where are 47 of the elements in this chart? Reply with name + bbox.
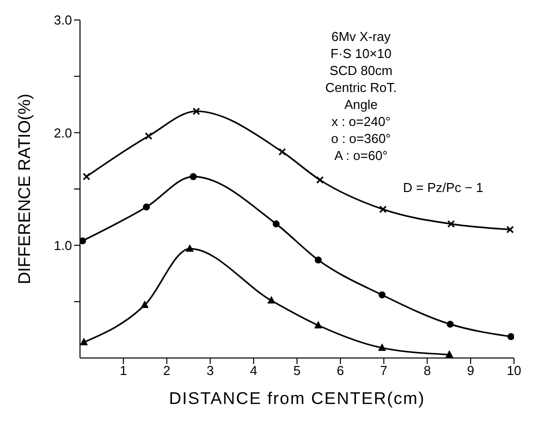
point bbox=[144, 132, 152, 140]
y-axis-title: DIFFERENCE RATIO(%) bbox=[15, 94, 34, 284]
point bbox=[267, 296, 276, 304]
point bbox=[507, 333, 514, 340]
x-tick-label: 10 bbox=[506, 363, 522, 378]
point bbox=[192, 107, 200, 116]
point bbox=[272, 220, 280, 228]
point bbox=[314, 320, 322, 328]
x-tick-label: 1 bbox=[120, 363, 128, 378]
x-tick-label: 6 bbox=[336, 363, 344, 378]
point bbox=[142, 204, 150, 211]
x-axis-title: DISTANCE from CENTER(cm) bbox=[168, 389, 426, 408]
y-tick-label: 1.0 bbox=[54, 238, 72, 253]
x-tick-label: 5 bbox=[293, 363, 301, 378]
annotation: A : o=60° bbox=[333, 147, 389, 164]
point bbox=[316, 176, 324, 184]
x-tick-label: 8 bbox=[424, 363, 431, 378]
point bbox=[186, 244, 194, 252]
x-tick-label: 9 bbox=[466, 363, 474, 378]
x-tick-label: 3 bbox=[206, 363, 214, 378]
annotation: o : o=360° bbox=[330, 130, 392, 147]
annotation: F·S 10×10 bbox=[329, 45, 393, 62]
point bbox=[445, 350, 454, 358]
x-tick-label: 2 bbox=[163, 363, 170, 378]
y-tick-label: 2.0 bbox=[54, 125, 72, 140]
point bbox=[378, 343, 386, 351]
point bbox=[140, 300, 149, 308]
point bbox=[190, 173, 197, 180]
point bbox=[446, 320, 454, 328]
point bbox=[80, 237, 86, 244]
point bbox=[378, 291, 386, 298]
annotation: Angle bbox=[343, 96, 379, 113]
x-tick-label: 7 bbox=[380, 363, 388, 378]
x-tick-label: 4 bbox=[250, 363, 258, 378]
point bbox=[82, 172, 90, 180]
annotation: x : o=240° bbox=[330, 113, 392, 130]
point bbox=[278, 148, 286, 156]
annotation: Centric RoT. bbox=[324, 79, 398, 96]
annotation: SCD 80cm bbox=[328, 62, 394, 79]
point bbox=[506, 226, 514, 234]
point bbox=[314, 256, 322, 264]
annotation: D = Pz/Pc − 1 bbox=[403, 180, 484, 195]
point bbox=[447, 220, 455, 228]
annotation: 6Mv X-ray bbox=[330, 28, 392, 45]
y-tick-label: 3.0 bbox=[54, 12, 72, 28]
point bbox=[379, 205, 387, 214]
point bbox=[80, 338, 88, 346]
